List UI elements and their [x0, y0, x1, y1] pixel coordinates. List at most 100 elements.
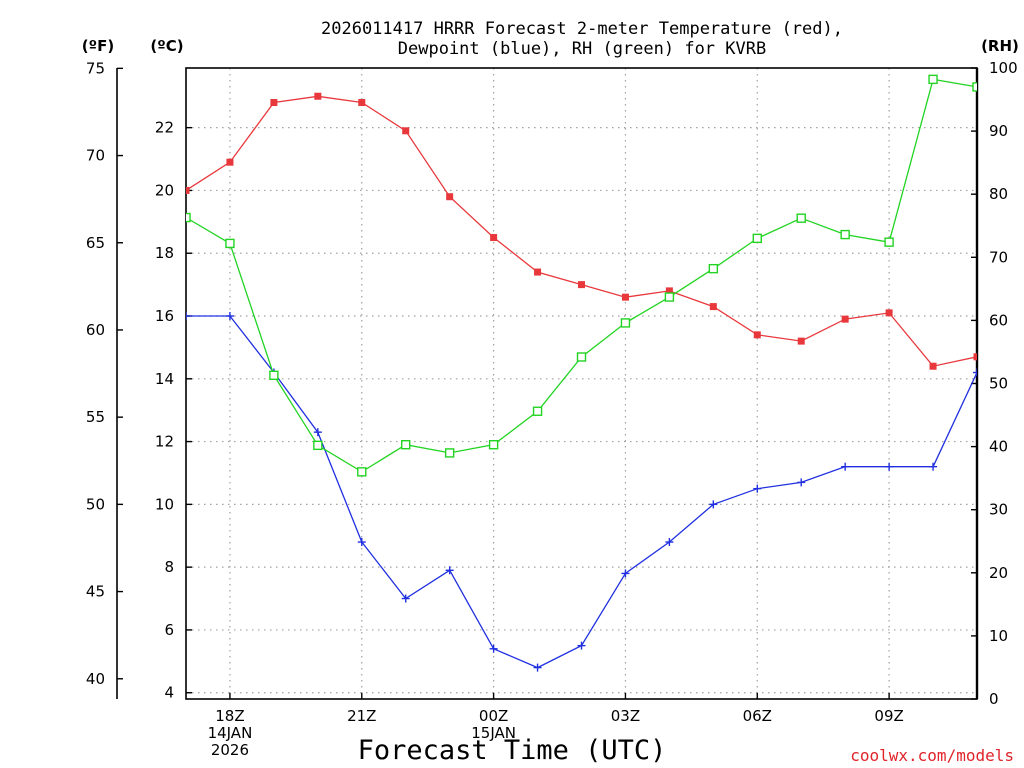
rh-point [576, 352, 587, 362]
rh-point [357, 467, 367, 477]
x-tick-label: 00Z [479, 707, 508, 725]
c-tick-label: 20 [155, 181, 174, 199]
rh-point [269, 370, 279, 380]
rh-line [186, 78, 977, 473]
dewpoint-point [973, 368, 977, 377]
axes: 40 45 50 55 60 65 70 75 4 6 8 10 12 14 16 18 20 22 0 10 20 30… [86, 59, 1018, 759]
dewpoint-point [313, 428, 322, 437]
c-tick-label: 18 [155, 244, 174, 262]
rh-point [708, 263, 719, 274]
dewpoint-point [841, 462, 850, 471]
rh-point [752, 233, 762, 244]
rh-point [186, 212, 191, 223]
rh-point [664, 292, 675, 302]
temperature-point [929, 362, 937, 370]
c-tick-label: 8 [164, 558, 174, 576]
temperature-point [534, 268, 542, 276]
temperature-point [665, 287, 673, 295]
temperature-line [186, 95, 977, 367]
rh-point [488, 440, 499, 450]
rh-point [532, 406, 543, 416]
x-tick-label: 03Z [611, 707, 640, 725]
temperature-point [753, 331, 761, 339]
temperature-point [226, 158, 234, 166]
x-tick-label: 06Z [743, 707, 772, 725]
temperature-point [797, 337, 805, 345]
temperature-point [314, 92, 322, 100]
unit-rh-label: (RH) [981, 37, 1019, 55]
x-tick-label: 14JAN [208, 724, 253, 742]
rh-tick-label: 90 [989, 122, 1008, 140]
dewpoint-point [665, 538, 674, 547]
dewpoint-point [445, 566, 454, 575]
temperature-point [446, 193, 454, 201]
rh-point [401, 440, 411, 450]
x-tick-label: 15JAN [471, 724, 516, 742]
rh-tick-label: 20 [989, 564, 1008, 582]
x-axis-label: Forecast Time (UTC) [358, 735, 667, 766]
temperature-point [973, 353, 977, 361]
temperature-point [885, 309, 893, 317]
temperature-point [490, 234, 498, 242]
data-series [186, 74, 1024, 672]
rh-tick-label: 10 [989, 627, 1008, 645]
rh-point [796, 213, 806, 223]
f-tick-label: 40 [86, 670, 105, 688]
c-tick-label: 6 [164, 621, 174, 639]
temperature-point [841, 315, 849, 323]
c-tick-label: 22 [155, 119, 174, 137]
f-tick-label: 65 [86, 234, 105, 252]
dewpoint-point [885, 462, 894, 471]
rh-tick-label: 50 [989, 375, 1008, 393]
rh-point [444, 448, 455, 458]
c-tick-label: 12 [155, 433, 174, 451]
temperature-point [358, 99, 366, 107]
rh-point [840, 229, 850, 240]
dewpoint-point [577, 641, 586, 650]
c-tick-label: 10 [155, 495, 174, 513]
f-tick-label: 50 [86, 495, 105, 513]
f-tick-label: 75 [86, 59, 105, 77]
x-tick-label: 21Z [347, 707, 376, 725]
temperature-point [402, 127, 410, 135]
f-tick-label: 60 [86, 321, 105, 339]
dewpoint-point [489, 644, 498, 653]
rh-point [313, 440, 323, 451]
dewpoint-point [357, 538, 366, 547]
dewpoint-point [753, 484, 762, 493]
dewpoint-point [929, 462, 938, 471]
rh-point [884, 237, 894, 247]
rh-tick-label: 30 [989, 501, 1008, 519]
grid-lines [186, 68, 977, 699]
dewpoint-point [621, 569, 630, 578]
rh-point [928, 74, 938, 85]
x-tick-label: 2026 [211, 741, 249, 759]
rh-tick-label: 60 [989, 311, 1008, 329]
f-tick-label: 45 [86, 583, 105, 601]
dewpoint-point [225, 312, 234, 321]
rh-point [225, 238, 235, 249]
unit-fahrenheit-label: (ºF) [82, 37, 114, 55]
series-clip-group [186, 74, 1024, 672]
rh-point [972, 82, 977, 92]
rh-tick-label: 100 [989, 59, 1018, 77]
rh-tick-label: 70 [989, 248, 1008, 266]
dewpoint-point [186, 312, 190, 321]
credit-text: coolwx.com/models [850, 746, 1014, 765]
rh-tick-label: 80 [989, 185, 1008, 203]
temperature-point [709, 303, 717, 311]
c-tick-label: 4 [164, 684, 174, 702]
dewpoint-point [1017, 365, 1024, 373]
x-tick-label: 18Z [215, 707, 244, 725]
rh-tick-label: 40 [989, 438, 1008, 456]
dewpoint-line [186, 315, 977, 669]
f-tick-label: 70 [86, 147, 105, 165]
temperature-point [578, 281, 585, 289]
f-tick-label: 55 [86, 408, 105, 426]
c-tick-label: 14 [155, 370, 174, 388]
c-tick-label: 16 [155, 307, 174, 325]
chart-title-line2: Dewpoint (blue), RH (green) for KVRB [398, 39, 766, 59]
rh-point [620, 318, 631, 328]
temperature-point [186, 186, 190, 194]
